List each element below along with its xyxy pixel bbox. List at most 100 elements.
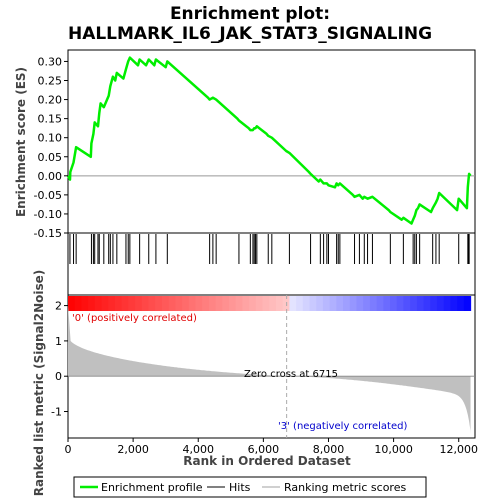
colorbar-segment: [202, 296, 210, 311]
colorbar-segment: [155, 296, 163, 311]
es-y-tick-label: -0.05: [34, 189, 62, 202]
colorbar-segment: [255, 296, 264, 311]
colorbar-segment: [222, 296, 230, 311]
colorbar-segment: [215, 296, 223, 311]
colorbar-segment: [195, 296, 203, 311]
legend-es-label: Enrichment profile: [101, 481, 203, 494]
colorbar-segment: [296, 296, 304, 311]
hits-group: [69, 234, 470, 264]
es-series-line: [66, 56, 472, 225]
zero-cross-label: Zero cross at 6715: [244, 369, 338, 380]
metric-y-tick-label: 0: [55, 370, 62, 383]
negative-correlation-label: '3' (negatively correlated): [278, 421, 407, 432]
colorbar-segment: [423, 296, 431, 311]
colorbar-segment: [141, 296, 150, 311]
ranked-colorbar: [68, 296, 472, 311]
colorbar-segment: [396, 296, 405, 311]
es-y-tick-label: 0.00: [38, 170, 63, 183]
colorbar-segment: [229, 296, 237, 311]
x-axis-label: Rank in Ordered Dataset: [183, 454, 351, 468]
es-panel: [67, 49, 476, 234]
colorbar-segment: [430, 296, 438, 311]
x-tick-label: 8,000: [313, 443, 345, 456]
legend-box: [73, 476, 427, 498]
colorbar-segment: [161, 296, 170, 311]
es-y-tick-label: 0.05: [38, 151, 63, 164]
colorbar-segment: [363, 296, 371, 311]
x-tick-label: 0: [65, 443, 72, 456]
legend-hits-label: Hits: [229, 481, 251, 494]
colorbar-segment: [235, 296, 244, 311]
metric-y-tick-label: 2: [55, 300, 62, 313]
es-y-tick-label: 0.15: [38, 113, 63, 126]
metric-y-axis-label: Ranked list metric (Signal2Noise): [32, 270, 46, 497]
colorbar-segment: [403, 296, 411, 311]
es-y-tick-label: 0.10: [38, 132, 63, 145]
colorbar-segment: [188, 296, 197, 311]
colorbar-segment: [410, 296, 418, 311]
metric-group: [68, 295, 475, 438]
colorbar-segment: [390, 296, 398, 311]
colorbar-segment: [108, 296, 116, 311]
colorbar-segment: [289, 296, 297, 311]
axes-group: -0.15 -0.10 -0.05 0.00 0.05 0.10 0.15 0.20 0.25 0…: [34, 55, 478, 456]
colorbar-segment: [450, 296, 458, 311]
colorbar-segment: [114, 296, 123, 311]
x-tick-label: 12,000: [439, 443, 478, 456]
colorbar-segment: [182, 296, 190, 311]
colorbar-segment: [356, 296, 364, 311]
colorbar-segment: [309, 296, 317, 311]
colorbar-segment: [81, 296, 89, 311]
colorbar-segment: [383, 296, 391, 311]
colorbar-segment: [369, 296, 378, 311]
x-tick-label: 4,000: [182, 443, 214, 456]
colorbar-segment: [436, 296, 445, 311]
colorbar-segment: [275, 296, 284, 311]
colorbar-segment: [148, 296, 156, 311]
colorbar-segment: [68, 296, 76, 311]
positive-correlation-label: '0' (positively correlated): [72, 313, 197, 324]
colorbar-segment: [135, 296, 143, 311]
metric-y-tick-label: 1: [55, 335, 62, 348]
colorbar-segment: [101, 296, 109, 311]
colorbar-segment: [262, 296, 270, 311]
colorbar-segment: [128, 296, 136, 311]
colorbar-segment: [349, 296, 358, 311]
colorbar-segment: [242, 296, 250, 311]
colorbar-segment: [336, 296, 344, 311]
colorbar-segment: [302, 296, 311, 311]
es-y-tick-label: 0.30: [38, 55, 63, 68]
es-y-axis-label: Enrichment score (ES): [14, 67, 28, 217]
colorbar-segment: [269, 296, 277, 311]
es-y-tick-label: 0.25: [38, 75, 63, 88]
colorbar-segment: [316, 296, 324, 311]
colorbar-segment: [175, 296, 183, 311]
colorbar-segment: [208, 296, 217, 311]
chart-title-line1: Enrichment plot:: [170, 4, 330, 24]
colorbar-segment: [74, 296, 83, 311]
es-line-group: [66, 56, 472, 225]
colorbar-segment: [457, 296, 465, 311]
colorbar-segment: [343, 296, 351, 311]
legend-metric-label: Ranking metric scores: [284, 481, 406, 494]
colorbar-segment: [249, 296, 257, 311]
x-tick-label: 10,000: [374, 443, 413, 456]
colorbar-segment: [88, 296, 96, 311]
colorbar-segment: [376, 296, 384, 311]
colorbar-segment: [168, 296, 176, 311]
colorbar-segment: [416, 296, 425, 311]
colorbar-segment: [121, 296, 129, 311]
es-y-tick-label: -0.15: [34, 227, 62, 240]
colorbar-segment: [94, 296, 103, 311]
colorbar-segment: [329, 296, 337, 311]
metric-y-tick-label: -1: [51, 406, 62, 419]
colorbar-segment: [443, 296, 452, 311]
colorbar-segment: [322, 296, 331, 311]
es-y-tick-label: -0.10: [34, 208, 62, 221]
es-y-tick-label: 0.20: [38, 94, 63, 107]
colorbar-segment: [463, 296, 472, 311]
metric-area: [68, 305, 471, 435]
chart-title-line2: HALLMARK_IL6_JAK_STAT3_SIGNALING: [68, 24, 432, 44]
x-tick-label: 6,000: [248, 443, 280, 456]
